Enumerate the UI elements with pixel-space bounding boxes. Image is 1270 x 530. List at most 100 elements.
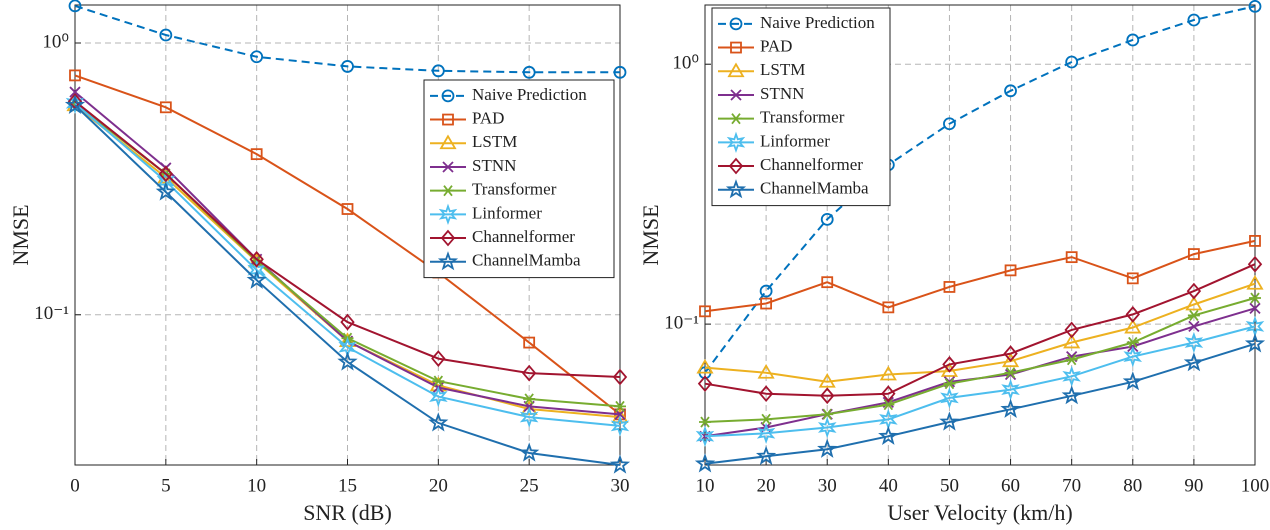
marker (1061, 385, 1082, 405)
x-tick-label: 5 (161, 475, 171, 496)
series-line (704, 325, 1256, 438)
marker (519, 406, 539, 428)
marker (821, 408, 834, 420)
series-line (704, 282, 1256, 383)
x-axis-label: SNR (dB) (303, 500, 392, 525)
y-axis-label: NMSE (8, 204, 33, 265)
series-line (74, 104, 621, 466)
marker (341, 60, 354, 73)
marker (694, 453, 716, 473)
legend-label: Naive Prediction (760, 13, 875, 32)
marker (1122, 371, 1143, 391)
legend-label: LSTM (472, 132, 517, 151)
marker (250, 50, 264, 64)
marker (1188, 320, 1200, 333)
marker (1123, 345, 1143, 368)
marker (818, 372, 836, 388)
marker (1065, 55, 1079, 69)
marker (1248, 0, 1262, 13)
marker (441, 89, 455, 103)
marker (878, 425, 899, 445)
marker (611, 408, 629, 424)
marker (759, 284, 773, 298)
marker (158, 165, 174, 183)
x-tick-label: 10 (696, 475, 715, 496)
legend-label: Channelformer (760, 155, 863, 174)
marker (1124, 318, 1142, 334)
legend-label: PAD (472, 108, 504, 127)
marker (437, 251, 459, 271)
series-line (704, 297, 1256, 423)
x-tick-label: 100 (1241, 475, 1270, 496)
marker (1187, 13, 1201, 27)
marker (614, 400, 626, 412)
marker (817, 438, 838, 458)
x-tick-label: 20 (757, 475, 776, 496)
x-tick-label: 0 (70, 475, 80, 496)
marker (1063, 333, 1081, 349)
marker (521, 364, 537, 382)
series-line (74, 4, 620, 74)
marker (1247, 255, 1263, 273)
marker (613, 65, 627, 79)
x-axis-label: User Velocity (km/h) (887, 500, 1072, 525)
legend: Naive Prediction PAD LSTM STNN Transformer Li… (423, 79, 615, 279)
marker (250, 148, 263, 161)
marker (1003, 345, 1018, 362)
x-tick-label: 25 (520, 475, 539, 496)
marker (523, 336, 536, 349)
marker (520, 400, 538, 415)
marker (1000, 398, 1021, 418)
marker (442, 161, 454, 173)
x-tick-label: 20 (429, 475, 448, 496)
legend-label: PAD (760, 36, 792, 55)
series-line (704, 239, 1256, 313)
marker (1001, 352, 1020, 368)
marker (1125, 306, 1140, 323)
marker (439, 134, 457, 150)
marker (820, 387, 835, 405)
marker (939, 411, 960, 431)
marker (523, 393, 536, 405)
marker (249, 250, 264, 268)
marker (1187, 248, 1200, 260)
marker (699, 416, 711, 428)
series-line (74, 74, 621, 416)
marker (757, 363, 775, 379)
marker (760, 297, 773, 310)
series-line (704, 342, 1256, 465)
x-tick-label: 60 (1001, 475, 1020, 496)
marker (64, 94, 86, 114)
marker (696, 358, 714, 374)
marker (817, 416, 837, 439)
marker (442, 185, 454, 197)
marker (1249, 292, 1261, 304)
legend-label: LSTM (760, 60, 805, 79)
legend-label: STNN (472, 156, 516, 175)
series-line (704, 5, 1256, 374)
marker (1187, 309, 1200, 321)
axes-box (74, 4, 621, 466)
marker (1065, 251, 1078, 264)
marker (821, 276, 834, 289)
marker (730, 113, 742, 125)
marker (697, 375, 713, 393)
y-tick-label: 10⁻¹ (34, 303, 69, 324)
marker (159, 28, 173, 42)
legend: Naive Prediction PAD LSTM STNN Transformer Li… (711, 7, 891, 207)
marker (156, 170, 176, 192)
x-tick-label: 80 (1123, 475, 1142, 496)
marker (820, 212, 834, 226)
legend-label: Linformer (472, 203, 542, 222)
marker (881, 385, 896, 403)
marker (65, 92, 85, 115)
legend-label: Transformer (472, 180, 557, 199)
marker (1126, 336, 1139, 349)
y-tick-label: 10⁰ (42, 31, 69, 52)
marker (69, 69, 81, 82)
y-tick-label: 10⁻¹ (664, 312, 699, 333)
marker (943, 378, 956, 390)
marker (340, 313, 355, 331)
marker (341, 203, 354, 215)
marker (730, 89, 742, 101)
